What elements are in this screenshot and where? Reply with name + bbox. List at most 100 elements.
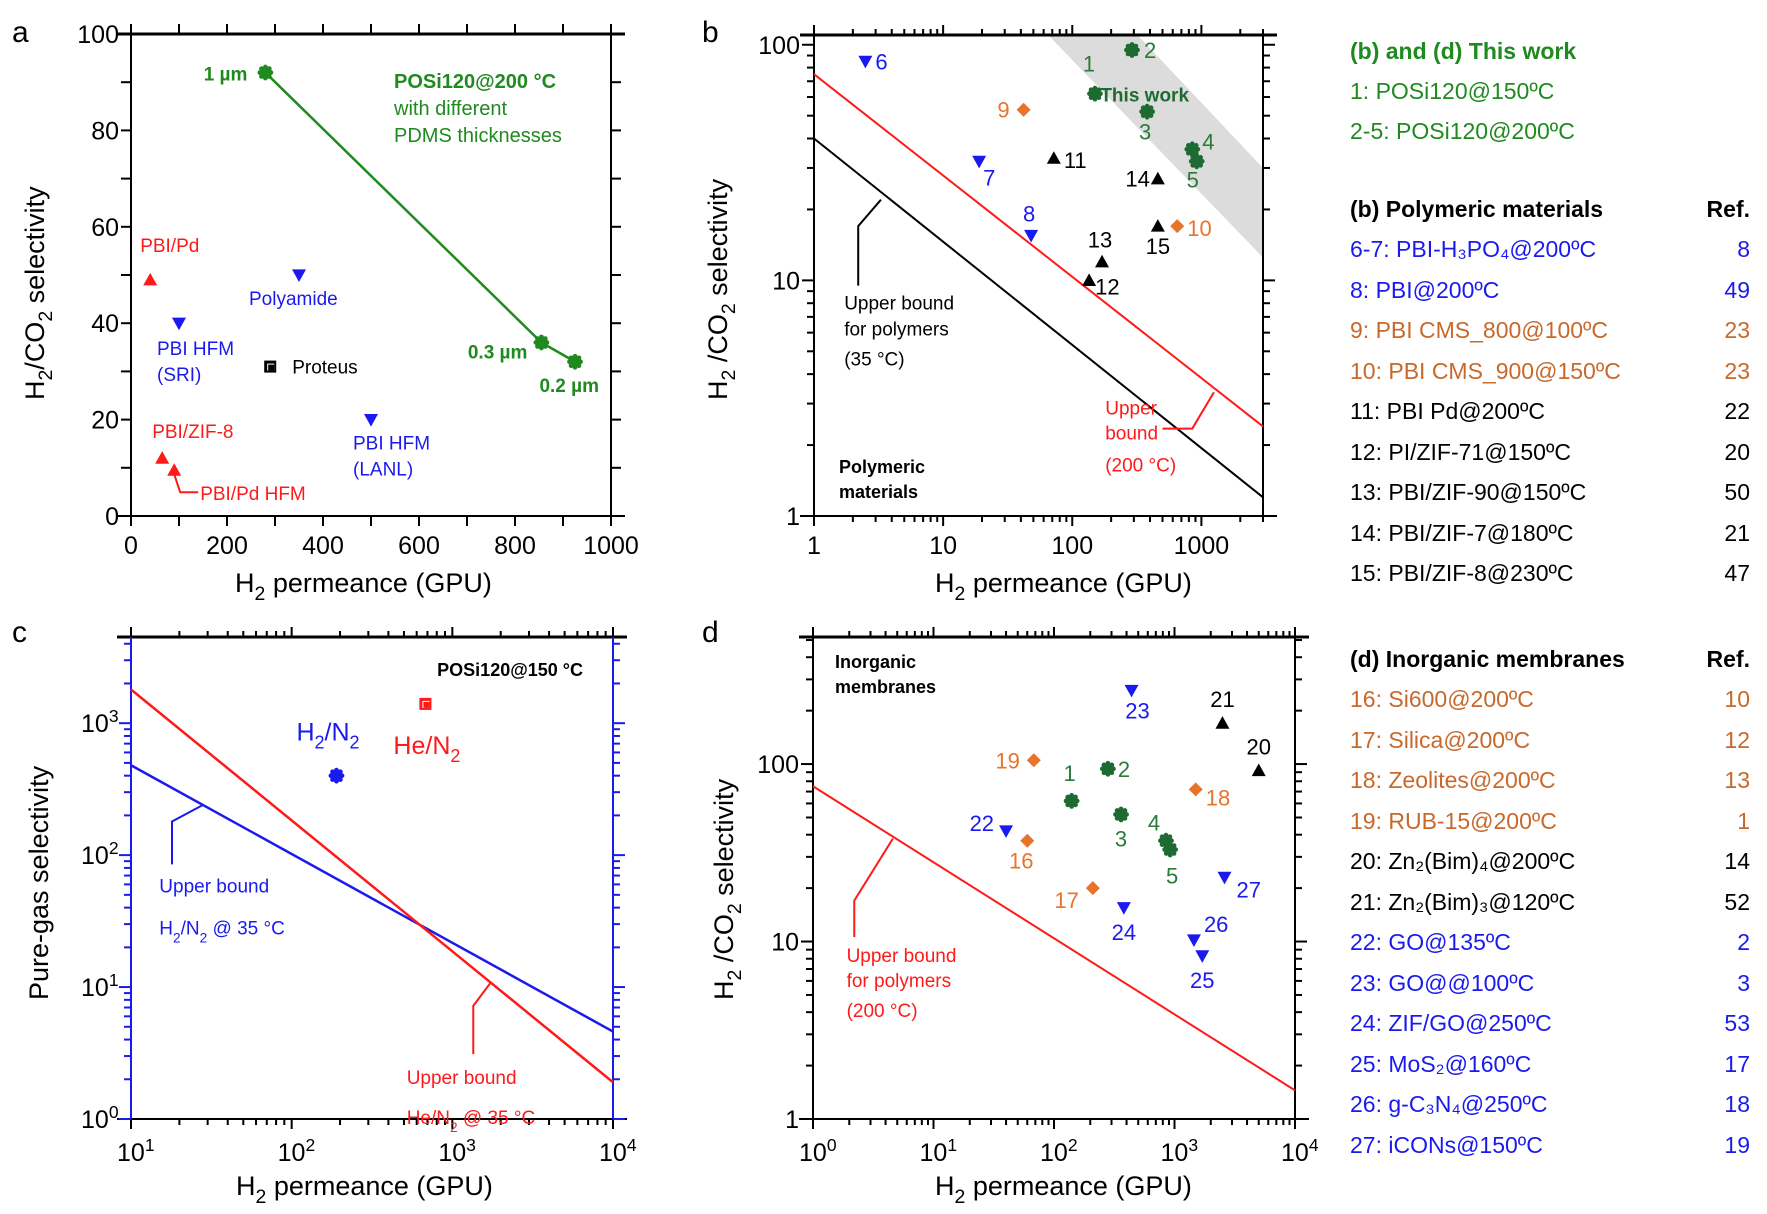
- legend-polymeric-item-label: 6-7: PBI-H₃PO₄@200ºC: [1350, 236, 1597, 262]
- panel-a-point-label: (LANL): [353, 460, 413, 481]
- panel-a-point-label: Proteus: [292, 358, 357, 379]
- panel-a-posi-point-petal: [268, 70, 274, 75]
- panel-d-point-petal: [1063, 798, 1069, 804]
- panel-b-point-petal: [1129, 42, 1135, 47]
- panel-d-point-petal: [1113, 812, 1118, 817]
- panel-d-point-petal: [1118, 817, 1124, 823]
- legend-polymeric-item-label: 13: PBI/ZIF-90@150ºC: [1350, 479, 1587, 505]
- panel-c-bound-line: [130, 688, 614, 1084]
- panel-d-point-petal: [1109, 770, 1115, 776]
- panel-b-point-label: 3: [1139, 120, 1151, 145]
- panel-d-point-label: 23: [1125, 698, 1149, 723]
- panel-d-ytick-label: 100: [757, 751, 799, 779]
- panel-a-posi-label: 0.2 µm: [539, 376, 599, 397]
- panel-b-ytick-label: 10: [772, 267, 800, 295]
- legend-polymeric-item: 8: PBI@200ºC 49: [1350, 277, 1750, 307]
- panel-b-xtick-label: 1000: [1174, 532, 1230, 560]
- panel-a-posi-point-petal: [576, 363, 582, 369]
- panel-b-point-petal: [1198, 162, 1204, 168]
- legend-inorganic-item-ref: 1: [1737, 807, 1750, 834]
- panel-b-point-petal: [1198, 155, 1204, 160]
- legend-inorganic-item-ref: 14: [1724, 848, 1750, 874]
- panel-d-point: [1186, 934, 1201, 948]
- panel-d-point: [1085, 881, 1100, 896]
- panel-b-point: [1150, 171, 1165, 185]
- panel-b-point-petal: [1140, 113, 1146, 118]
- panel-b-ylabel: H2 /CO2 selectivity: [703, 178, 740, 400]
- panel-b-bound-line: [813, 137, 1264, 499]
- panel-d-point-label: 5: [1166, 864, 1178, 889]
- panel-d-point-petal: [1173, 847, 1179, 852]
- panel-a-point-label: PBI/Pd HFM: [200, 484, 306, 505]
- panel-b-point-label: 10: [1187, 216, 1211, 241]
- panel-a-point: [364, 414, 378, 427]
- panel-d-point-petal: [1069, 804, 1075, 809]
- panel-a-posi-point-petal: [542, 336, 548, 341]
- panel-b-point-petal: [1194, 153, 1200, 159]
- panel-b-bound-line: [813, 73, 1264, 428]
- panel-b-red-bound-label: Upper: [1105, 398, 1157, 419]
- panel-d-point-label: 22: [970, 811, 994, 836]
- panel-b-point-label: 5: [1187, 167, 1199, 192]
- panel-d-point: [1162, 841, 1179, 858]
- panel-a-ytick-label: 100: [77, 21, 119, 49]
- panel-b-ytick-label: 1: [786, 503, 800, 531]
- panel-b-red-leader: [1162, 391, 1215, 430]
- legend-inorganic-title: (d) Inorganic membranes Ref.: [1350, 646, 1750, 676]
- panel-b-xtick-label: 1: [807, 532, 821, 560]
- panel-d-point-petal: [1159, 834, 1165, 840]
- legend-this-work-item: 1: POSi120@150ºC: [1350, 78, 1750, 108]
- panel-c-ytick-label: 101: [81, 970, 119, 1002]
- panel-a-posi-point-petal: [257, 70, 263, 75]
- panel-c-point-core: [423, 701, 430, 708]
- panel-a-posi-point-petal: [572, 364, 578, 370]
- legend-polymeric-item-ref: 47: [1724, 560, 1750, 586]
- panel-b-point-label: 7: [983, 165, 995, 190]
- panel-a-xtick-label: 0: [124, 532, 138, 560]
- panel-b-point-label: 6: [875, 49, 887, 74]
- panel-d-ytick-label: 10: [771, 929, 799, 957]
- panel-b-point-petal: [1190, 155, 1196, 160]
- legend-inorganic-item-label: 21: Zn₂(Bim)₃@120ºC: [1350, 888, 1576, 915]
- panel-b-black-bound-label: Upper bound: [844, 294, 954, 315]
- panel-b-point-petal: [1144, 103, 1150, 109]
- panel-b-point-petal: [1185, 150, 1191, 156]
- panel-d-point-label: 25: [1190, 968, 1214, 993]
- panel-a-posi-point-petal: [578, 359, 583, 365]
- panel-b-point-label: 4: [1202, 129, 1214, 154]
- legend-inorganic-item-label: 24: ZIF/GO@250ºC: [1350, 1010, 1552, 1036]
- panel-b-red-bound-label: (200 °C): [1105, 455, 1176, 476]
- legend-inorganic-item-label: 19: RUB-15@200ºC: [1350, 807, 1557, 834]
- legend-polymeric-title-label: (b) Polymeric materials: [1350, 196, 1604, 222]
- panel-d-point-label: 24: [1112, 920, 1136, 945]
- panel-b-point-petal: [1195, 146, 1201, 152]
- panel-b-point-petal: [1088, 95, 1094, 100]
- panel-c-ytick-label: 100: [81, 1102, 119, 1134]
- panel-c-point-petal: [334, 767, 339, 773]
- panel-b-point: [1184, 141, 1201, 158]
- legend-polymeric-item: 12: PI/ZIF-71@150ºC 20: [1350, 439, 1750, 469]
- panel-d-point-petal: [1167, 852, 1173, 858]
- panel-b-point-petal: [1133, 51, 1139, 57]
- panel-d-point-petal: [1122, 808, 1128, 813]
- panel-b-point-label: 1: [1083, 52, 1095, 77]
- legend-polymeric-item: 6-7: PBI-H₃PO₄@200ºC 8: [1350, 236, 1750, 266]
- legend-inorganic-item-ref: 17: [1724, 1050, 1750, 1077]
- legend-polymeric-item-ref: 20: [1724, 438, 1750, 465]
- panel-a-point-label: PBI HFM: [157, 339, 234, 360]
- panel-b-point-label: 15: [1146, 234, 1170, 259]
- panel-d-red-leader: [853, 838, 894, 938]
- panel-a-posi-point-petal: [568, 363, 574, 369]
- panel-b-point-label: 13: [1088, 228, 1112, 253]
- legend-inorganic-item-ref: 19: [1724, 1131, 1750, 1158]
- panel-b-this-work-band: [1048, 35, 1263, 258]
- legend-polymeric-item-label: 9: PBI CMS_800@100ºC: [1350, 317, 1609, 343]
- legend-inorganic-item: 25: MoS₂@160ºC 17: [1350, 1051, 1750, 1081]
- panel-a-posi-point-petal: [539, 345, 544, 351]
- panel-d-point-petal: [1158, 838, 1163, 844]
- legend-this-work-title-label: (b) and (d) This work: [1350, 38, 1577, 64]
- panel-b-xlabel: H2 permeance (GPU): [935, 568, 1192, 605]
- panel-b-point: [1188, 153, 1205, 170]
- legend-inorganic-item-label: 17: Silica@200ºC: [1350, 726, 1531, 753]
